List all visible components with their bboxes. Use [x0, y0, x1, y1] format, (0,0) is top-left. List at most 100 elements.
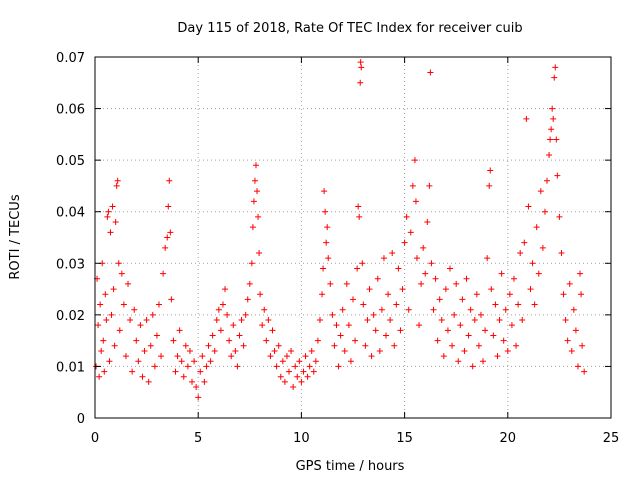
- data-point: [368, 353, 375, 360]
- y-tick-label: 0: [77, 412, 85, 427]
- data-point: [459, 296, 466, 303]
- x-tick-label: 25: [603, 431, 620, 446]
- data-point: [552, 64, 559, 71]
- data-point: [424, 219, 431, 226]
- data-point: [533, 224, 540, 231]
- data-point: [405, 306, 412, 313]
- x-axis-ticks: 0 5 10 15 20 25: [91, 57, 619, 446]
- data-point: [436, 296, 443, 303]
- data-point: [407, 229, 414, 236]
- data-point: [230, 322, 237, 329]
- data-point: [176, 327, 183, 334]
- data-point: [546, 151, 553, 158]
- data-point: [321, 188, 328, 195]
- data-point: [345, 322, 352, 329]
- data-point: [364, 317, 371, 324]
- data-point: [359, 260, 366, 267]
- data-point: [249, 224, 256, 231]
- data-point: [153, 332, 160, 339]
- data-point: [432, 275, 439, 282]
- data-point: [105, 208, 112, 215]
- data-point: [106, 358, 113, 365]
- data-point: [389, 249, 396, 256]
- data-point: [100, 337, 107, 344]
- data-point: [383, 332, 390, 339]
- data-point: [115, 260, 122, 267]
- data-point: [455, 358, 462, 365]
- data-point: [413, 255, 420, 262]
- data-point: [222, 286, 229, 293]
- data-point: [513, 342, 520, 349]
- data-point: [554, 172, 561, 179]
- data-point: [133, 337, 140, 344]
- data-point: [322, 208, 329, 215]
- data-point: [391, 342, 398, 349]
- data-point: [275, 342, 282, 349]
- y-tick-label: 0.05: [56, 154, 85, 169]
- data-point: [337, 332, 344, 339]
- data-point: [149, 311, 156, 318]
- data-point: [228, 353, 235, 360]
- data-point: [201, 378, 208, 385]
- data-point: [422, 270, 429, 277]
- data-point: [226, 337, 233, 344]
- data-point: [393, 301, 400, 308]
- data-point: [300, 368, 307, 375]
- data-point: [427, 69, 434, 76]
- data-point: [515, 301, 522, 308]
- data-point: [164, 234, 171, 241]
- data-point: [259, 322, 266, 329]
- data-point: [217, 327, 224, 334]
- data-point: [434, 337, 441, 344]
- data-point: [137, 322, 144, 329]
- data-point: [480, 358, 487, 365]
- data-point: [224, 311, 231, 318]
- data-point: [265, 317, 272, 324]
- data-point: [385, 291, 392, 298]
- data-point: [302, 353, 309, 360]
- data-point: [250, 198, 257, 205]
- data-point: [102, 291, 109, 298]
- data-point: [519, 317, 526, 324]
- data-point: [517, 249, 524, 256]
- data-point: [101, 368, 108, 375]
- data-point: [147, 342, 154, 349]
- data-point: [294, 373, 301, 380]
- data-point: [502, 306, 509, 313]
- data-point: [203, 363, 210, 370]
- data-point: [529, 260, 536, 267]
- data-point: [504, 347, 511, 354]
- x-axis-label: GPS time / hours: [296, 459, 405, 474]
- data-point: [496, 317, 503, 324]
- data-point: [449, 342, 456, 349]
- data-point: [362, 342, 369, 349]
- data-point: [430, 306, 437, 313]
- data-point: [256, 249, 263, 256]
- plot-frame: [94, 56, 612, 419]
- data-point: [120, 301, 127, 308]
- data-point: [145, 378, 152, 385]
- data-point: [473, 291, 480, 298]
- data-point: [578, 291, 585, 298]
- data-point: [320, 265, 327, 272]
- data-point: [440, 353, 447, 360]
- data-point: [271, 347, 278, 354]
- y-tick-label: 0.06: [56, 103, 85, 118]
- data-point: [316, 317, 323, 324]
- data-point: [269, 327, 276, 334]
- data-point: [219, 301, 226, 308]
- data-point: [323, 239, 330, 246]
- data-point: [288, 347, 295, 354]
- data-point: [292, 363, 299, 370]
- data-point: [397, 327, 404, 334]
- data-point: [165, 203, 172, 210]
- y-tick-label: 0.02: [56, 309, 85, 324]
- data-point: [357, 59, 364, 66]
- data-point: [113, 182, 120, 189]
- data-point: [403, 213, 410, 220]
- data-point: [541, 208, 548, 215]
- data-point: [167, 229, 174, 236]
- data-point: [399, 286, 406, 293]
- data-point: [131, 306, 138, 313]
- data-point: [207, 358, 214, 365]
